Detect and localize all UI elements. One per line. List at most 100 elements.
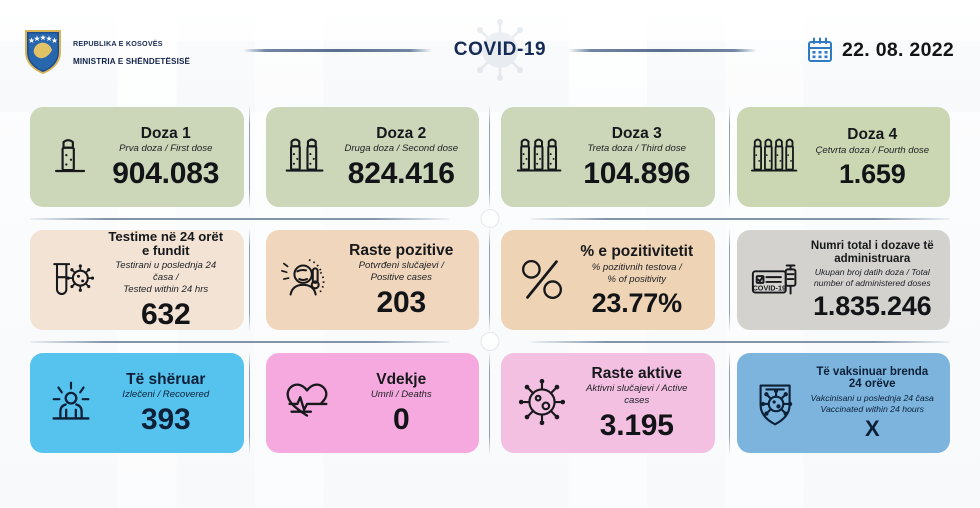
- header-rule-right: [568, 48, 757, 52]
- stat-title: Doza 3: [611, 124, 662, 142]
- stat-subtitle: Izlečeni / Recovered: [122, 389, 210, 401]
- double-vial-icon: [276, 125, 338, 189]
- stat-value: 1.659: [838, 158, 906, 189]
- stat-card-total-doses[interactable]: COVID-19 Numri total i dozave të adminis…: [736, 230, 950, 330]
- row-separator: [30, 210, 950, 227]
- stat-card-body: Doza 3 Treta doza / Third dose 104.896: [575, 125, 703, 189]
- stat-title: Të shëruar: [126, 370, 206, 388]
- header-rule-left: [243, 48, 432, 52]
- stat-title: Doza 1: [140, 124, 191, 142]
- stat-subtitle: Umrli / Deaths: [370, 389, 432, 401]
- header: REPUBLIKA E KOSOVËS MINISTRIA E SHËNDETË…: [0, 0, 980, 100]
- stat-card-body: Raste pozitive Potvrđeni slučajevi / Pos…: [340, 242, 468, 318]
- stat-value: 104.896: [583, 157, 691, 191]
- fever-patient-icon: [276, 248, 338, 312]
- stat-card-body: Raste aktive Aktivni slučajevi / Active …: [575, 365, 703, 441]
- stat-card-dose-4[interactable]: Doza 4 Çetvrta doza / Fourth dose 1.659: [736, 107, 950, 207]
- stat-title: % e pozitivitetit: [580, 243, 694, 261]
- title-block: COVID-19: [448, 19, 552, 81]
- stats-row-outcomes: Të shëruar Izlečeni / Recovered 393: [30, 346, 950, 460]
- stat-title: Doza 2: [376, 124, 427, 142]
- stats-grid: Doza 1 Prva doza / First dose 904.083: [0, 100, 980, 460]
- kosovo-coat-of-arms-icon: [22, 25, 64, 75]
- column-divider: [729, 106, 730, 208]
- country-name: REPUBLIKA E KOSOVËS: [73, 39, 163, 49]
- stat-card-deaths[interactable]: Vdekje Umrli / Deaths 0: [265, 353, 479, 453]
- row-separator: [30, 333, 950, 350]
- stat-subtitle: % pozitivnih testova / % of positivity: [591, 261, 682, 285]
- shield-virus-icon: [747, 371, 809, 435]
- stat-card-body: % e pozitivitetit % pozitivnih testova /…: [575, 243, 703, 316]
- stat-card-active-cases[interactable]: Raste aktive Aktivni slučajevi / Active …: [501, 353, 715, 453]
- stat-subtitle: Prva doza / First dose: [119, 143, 213, 155]
- stat-value: 1.835.246: [813, 290, 932, 321]
- single-vial-icon: [40, 125, 102, 189]
- stat-value: 3.195: [599, 409, 674, 443]
- stat-card-body: Vdekje Umrli / Deaths 0: [340, 371, 468, 435]
- stat-subtitle: Druga doza / Second dose: [344, 143, 459, 155]
- stat-card-body: Doza 1 Prva doza / First dose 904.083: [104, 125, 232, 189]
- stat-title: Raste aktive: [591, 364, 682, 382]
- svg-text:COVID-19: COVID-19: [752, 284, 785, 293]
- ministry-brand: REPUBLIKA E KOSOVËS MINISTRIA E SHËNDETË…: [22, 25, 227, 75]
- stat-title: Vdekje: [376, 370, 427, 388]
- stat-title: Të vaksinuar brenda 24 orëve: [816, 365, 929, 391]
- ministry-label: MINISTRIA E SHËNDETËSISË: [73, 57, 191, 66]
- stat-card-dose-2[interactable]: Doza 2 Druga doza / Second dose 824.416: [265, 107, 479, 207]
- column-divider: [249, 352, 250, 454]
- stat-title: Raste pozitive: [349, 241, 454, 259]
- stat-value: 632: [141, 298, 191, 330]
- virus-icon: [469, 19, 531, 81]
- stat-card-body: Të shëruar Izlečeni / Recovered 393: [104, 371, 232, 435]
- percent-icon: [511, 248, 573, 312]
- stat-card-vaccinated-24h[interactable]: Të vaksinuar brenda 24 orëve Vakcinisani…: [736, 353, 950, 453]
- column-divider: [249, 106, 250, 208]
- page-title: COVID-19: [453, 39, 547, 60]
- separator-dot: [481, 210, 499, 227]
- stat-subtitle: Vakcinisani u poslednja 24 časa Vaccinat…: [810, 392, 934, 414]
- column-divider: [249, 229, 250, 331]
- separator-dot: [481, 333, 499, 350]
- stat-subtitle: Treta doza / Third dose: [587, 143, 686, 155]
- test-tube-icon: [40, 248, 102, 312]
- stat-title: Doza 4: [847, 126, 898, 144]
- stat-card-positive-cases[interactable]: Raste pozitive Potvrđeni slučajevi / Pos…: [265, 230, 479, 330]
- stat-subtitle: Ukupan broj datih doza / Total number of…: [813, 267, 931, 289]
- stat-card-recovered[interactable]: Të shëruar Izlečeni / Recovered 393: [30, 353, 244, 453]
- stat-card-body: Doza 4 Çetvrta doza / Fourth dose 1.659: [811, 126, 939, 187]
- stat-subtitle: Çetvrta doza / Fourth dose: [815, 144, 930, 156]
- stat-value: X: [865, 416, 880, 442]
- vaccine-card-syringe-icon: COVID-19: [747, 248, 809, 312]
- stat-value: 203: [376, 286, 427, 320]
- stat-card-positivity-rate[interactable]: % e pozitivitetit % pozitivnih testova /…: [501, 230, 715, 330]
- column-divider: [729, 352, 730, 454]
- coronavirus-icon: [511, 371, 573, 435]
- stat-value: 904.083: [112, 157, 220, 191]
- heart-flatline-icon: [276, 371, 338, 435]
- stat-title: Testime në 24 orët e fundit: [108, 230, 224, 259]
- stat-subtitle: Testirani u poslednja 24 časa / Tested w…: [115, 260, 217, 296]
- stat-card-body: Të vaksinuar brenda 24 orëve Vakcinisani…: [811, 366, 939, 441]
- recovered-person-icon: [40, 371, 102, 435]
- stat-card-body: Doza 2 Druga doza / Second dose 824.416: [340, 125, 468, 189]
- stat-card-body: Testime në 24 orët e fundit Testirani u …: [104, 230, 232, 330]
- stat-title: Numri total i dozave të administruara: [810, 240, 934, 265]
- ministry-name: REPUBLIKA E KOSOVËS MINISTRIA E SHËNDETË…: [73, 31, 227, 69]
- stat-card-dose-3[interactable]: Doza 3 Treta doza / Third dose 104.896: [501, 107, 715, 207]
- report-date: 22. 08. 2022: [773, 37, 958, 63]
- stat-card-body: Numri total i dozave të administruara Uk…: [811, 240, 939, 320]
- stat-card-dose-1[interactable]: Doza 1 Prva doza / First dose 904.083: [30, 107, 244, 207]
- column-divider: [489, 352, 490, 454]
- stats-row-testing: Testime në 24 orët e fundit Testirani u …: [30, 223, 950, 337]
- stat-card-tests-24h[interactable]: Testime në 24 orët e fundit Testirani u …: [30, 230, 244, 330]
- stat-subtitle: Potvrđeni slučajevi / Positive cases: [358, 260, 444, 284]
- column-divider: [489, 106, 490, 208]
- column-divider: [489, 229, 490, 331]
- stat-value: 0: [393, 403, 410, 437]
- stats-row-doses: Doza 1 Prva doza / First dose 904.083: [30, 100, 950, 214]
- column-divider: [729, 229, 730, 331]
- stat-value: 824.416: [347, 157, 455, 191]
- date-text: 22. 08. 2022: [841, 38, 954, 61]
- calendar-icon: [807, 37, 833, 63]
